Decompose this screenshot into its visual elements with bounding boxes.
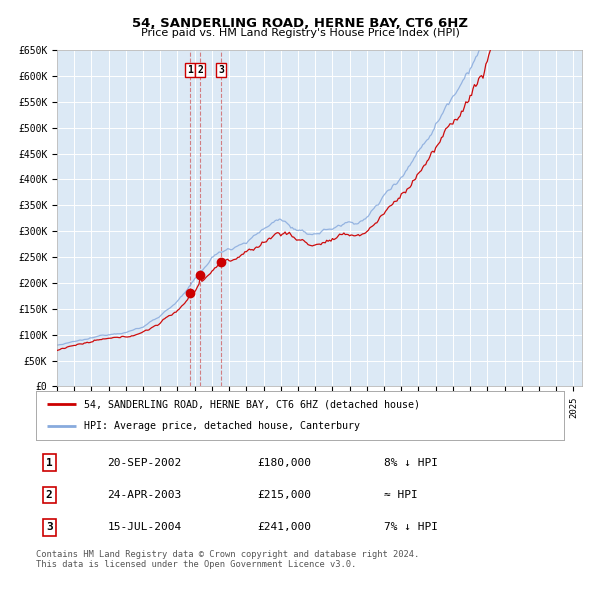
Text: Contains HM Land Registry data © Crown copyright and database right 2024.
This d: Contains HM Land Registry data © Crown c… xyxy=(36,550,419,569)
Text: 24-APR-2003: 24-APR-2003 xyxy=(107,490,182,500)
Text: 2: 2 xyxy=(197,65,203,76)
Text: 8% ↓ HPI: 8% ↓ HPI xyxy=(385,457,439,467)
Text: £241,000: £241,000 xyxy=(258,523,312,533)
Text: 54, SANDERLING ROAD, HERNE BAY, CT6 6HZ: 54, SANDERLING ROAD, HERNE BAY, CT6 6HZ xyxy=(132,17,468,30)
Text: 3: 3 xyxy=(218,65,224,76)
Text: 2: 2 xyxy=(46,490,53,500)
Text: 54, SANDERLING ROAD, HERNE BAY, CT6 6HZ (detached house): 54, SANDERLING ROAD, HERNE BAY, CT6 6HZ … xyxy=(83,399,419,409)
Text: 1: 1 xyxy=(46,457,53,467)
Text: £215,000: £215,000 xyxy=(258,490,312,500)
Text: 1: 1 xyxy=(187,65,193,76)
Text: HPI: Average price, detached house, Canterbury: HPI: Average price, detached house, Cant… xyxy=(83,421,359,431)
Text: £180,000: £180,000 xyxy=(258,457,312,467)
Text: 15-JUL-2004: 15-JUL-2004 xyxy=(107,523,182,533)
Text: Price paid vs. HM Land Registry's House Price Index (HPI): Price paid vs. HM Land Registry's House … xyxy=(140,28,460,38)
Text: 3: 3 xyxy=(46,523,53,533)
Text: 20-SEP-2002: 20-SEP-2002 xyxy=(107,457,182,467)
Text: 7% ↓ HPI: 7% ↓ HPI xyxy=(385,523,439,533)
Text: ≈ HPI: ≈ HPI xyxy=(385,490,418,500)
